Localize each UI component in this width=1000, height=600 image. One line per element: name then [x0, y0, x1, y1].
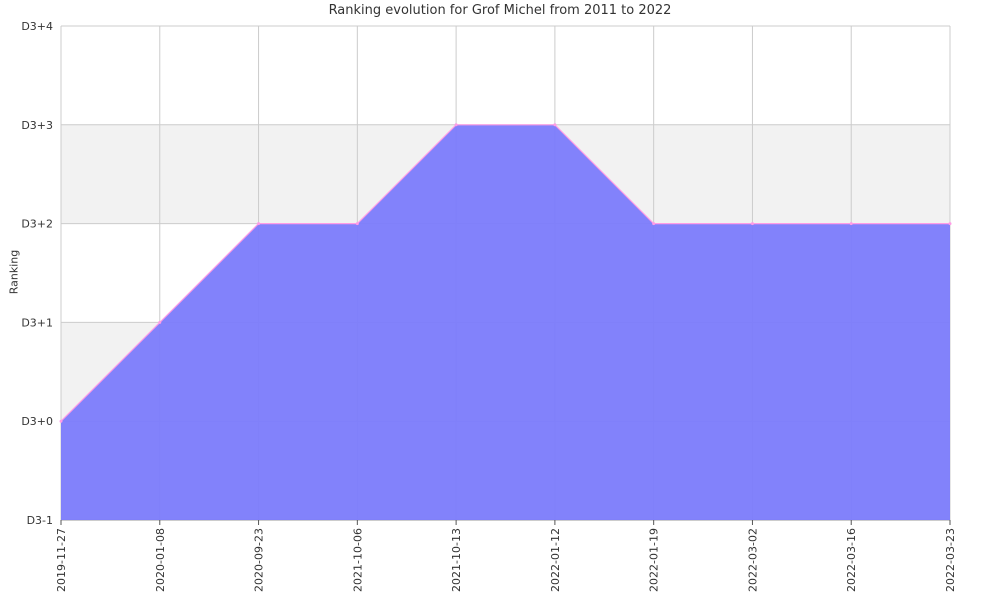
data-point [158, 320, 162, 324]
data-point [652, 222, 656, 226]
data-point [454, 123, 458, 127]
x-tick-label: 2019-11-27 [55, 528, 68, 592]
y-tick-label: D3+0 [21, 415, 53, 428]
data-point [849, 222, 853, 226]
y-tick-label: D3+4 [21, 20, 53, 33]
x-tick-label: 2020-09-23 [253, 528, 266, 592]
y-tick-labels: D3-1 D3+0 D3+1 D3+2 D3+3 D3+4 [21, 20, 53, 527]
x-tick-labels: 2019-11-27 2020-01-08 2020-09-23 2021-10-06… [55, 528, 957, 592]
y-tick-label: D3+3 [21, 119, 53, 132]
data-point [59, 419, 63, 423]
x-tick-label: 2022-03-23 [944, 528, 957, 592]
x-tick-label: 2021-10-13 [450, 528, 463, 592]
x-tick-label: 2022-01-12 [549, 528, 562, 592]
data-point [553, 123, 557, 127]
x-tick-label: 2021-10-06 [351, 528, 364, 592]
x-tick-label: 2022-03-16 [845, 528, 858, 592]
y-tick-label: D3+1 [21, 316, 53, 329]
series-line [60, 124, 950, 422]
chart-title: Ranking evolution for Grof Michel from 2… [328, 3, 672, 18]
y-tick-label: D3+2 [21, 218, 53, 231]
x-tick-label: 2022-03-02 [746, 528, 759, 592]
y-tick-label: D3-1 [27, 514, 53, 527]
data-point [948, 222, 952, 226]
data-point [257, 222, 261, 226]
area-series [59, 123, 952, 521]
x-tick-label: 2022-01-19 [648, 528, 661, 592]
data-point [750, 222, 754, 226]
x-tick-label: 2020-01-08 [154, 528, 167, 592]
data-point [355, 222, 359, 226]
